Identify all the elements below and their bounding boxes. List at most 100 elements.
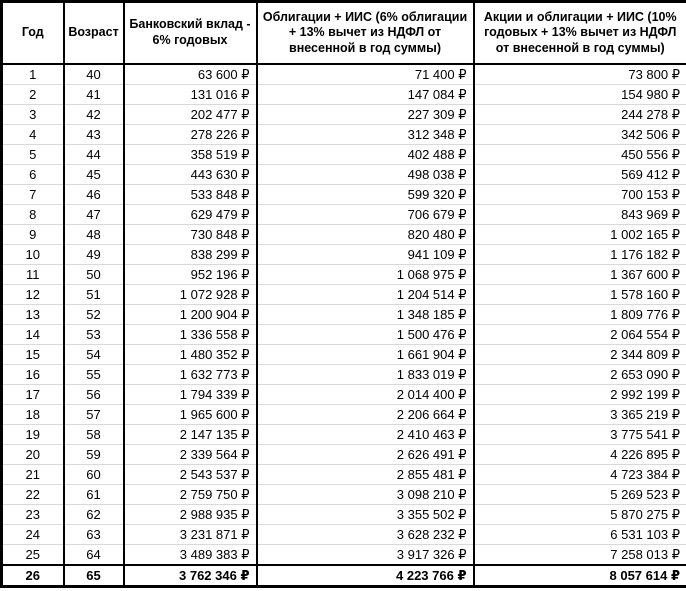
bank-deposit-cell: 1 965 600 ₽ [122,404,258,425]
table-row: 11 50 952 196 ₽1 068 975 ₽1 367 600 ₽ [0,264,686,285]
year-cell: 19 [0,424,65,445]
year-cell: 10 [0,244,65,265]
bank-deposit-cell: 3 231 871 ₽ [122,524,258,545]
column-header-age: Возраст [62,1,125,65]
bank-deposit-cell: 2 339 564 ₽ [122,444,258,465]
stocks-bonds-iis-cell: 4 226 895 ₽ [472,444,686,465]
year-cell: 17 [0,384,65,405]
stocks-bonds-iis-cell: 5 870 275 ₽ [472,504,686,525]
age-cell: 48 [62,224,125,245]
year-cell: 24 [0,524,65,545]
table-row: 23 62 2 988 935 ₽3 355 502 ₽5 870 275 ₽ [0,504,686,525]
year-cell: 26 [0,564,65,587]
year-cell: 6 [0,164,65,185]
stocks-bonds-iis-cell: 7 258 013 ₽ [472,544,686,565]
bank-deposit-cell: 730 848 ₽ [122,224,258,245]
stocks-bonds-iis-cell: 73 800 ₽ [472,63,686,85]
stocks-bonds-iis-cell: 700 153 ₽ [472,184,686,205]
stocks-bonds-iis-cell: 843 969 ₽ [472,204,686,225]
year-cell: 14 [0,324,65,345]
age-cell: 59 [62,444,125,465]
header-row: Год Возраст Банковский вклад - 6% годовы… [0,1,686,65]
bank-deposit-cell: 358 519 ₽ [122,144,258,165]
bank-deposit-cell: 2 988 935 ₽ [122,504,258,525]
table-row: 17 56 1 794 339 ₽2 014 400 ₽2 992 199 ₽ [0,384,686,405]
table-header: Год Возраст Банковский вклад - 6% годовы… [0,1,686,65]
table-row: 3 42 202 477 ₽227 309 ₽244 278 ₽ [0,104,686,125]
bonds-iis-cell: 71 400 ₽ [255,63,475,85]
table-row: 24 63 3 231 871 ₽3 628 232 ₽6 531 103 ₽ [0,524,686,545]
stocks-bonds-iis-cell: 450 556 ₽ [472,144,686,165]
bonds-iis-cell: 4 223 766 ₽ [255,564,475,587]
stocks-bonds-iis-cell: 3 775 541 ₽ [472,424,686,445]
year-cell: 16 [0,364,65,385]
bonds-iis-cell: 227 309 ₽ [255,104,475,125]
table-row: 9 48 730 848 ₽820 480 ₽1 002 165 ₽ [0,224,686,245]
bank-deposit-cell: 1 632 773 ₽ [122,364,258,385]
age-cell: 52 [62,304,125,325]
column-header-year: Год [0,1,65,65]
year-cell: 22 [0,484,65,505]
table-row: 21 60 2 543 537 ₽2 855 481 ₽4 723 384 ₽ [0,464,686,485]
age-cell: 49 [62,244,125,265]
year-cell: 8 [0,204,65,225]
bank-deposit-cell: 533 848 ₽ [122,184,258,205]
bonds-iis-cell: 2 410 463 ₽ [255,424,475,445]
bonds-iis-cell: 312 348 ₽ [255,124,475,145]
age-cell: 53 [62,324,125,345]
year-cell: 25 [0,544,65,565]
table-row: 15 54 1 480 352 ₽1 661 904 ₽2 344 809 ₽ [0,344,686,365]
year-cell: 18 [0,404,65,425]
stocks-bonds-iis-cell: 6 531 103 ₽ [472,524,686,545]
bonds-iis-cell: 1 833 019 ₽ [255,364,475,385]
bonds-iis-cell: 1 348 185 ₽ [255,304,475,325]
year-cell: 5 [0,144,65,165]
bank-deposit-cell: 443 630 ₽ [122,164,258,185]
table-row: 19 58 2 147 135 ₽2 410 463 ₽3 775 541 ₽ [0,424,686,445]
bonds-iis-cell: 2 626 491 ₽ [255,444,475,465]
year-cell: 7 [0,184,65,205]
age-cell: 58 [62,424,125,445]
bank-deposit-cell: 2 759 750 ₽ [122,484,258,505]
age-cell: 50 [62,264,125,285]
table-row: 5 44 358 519 ₽402 488 ₽450 556 ₽ [0,144,686,165]
stocks-bonds-iis-cell: 1 176 182 ₽ [472,244,686,265]
stocks-bonds-iis-cell: 2 344 809 ₽ [472,344,686,365]
bank-deposit-cell: 1 794 339 ₽ [122,384,258,405]
year-cell: 4 [0,124,65,145]
bonds-iis-cell: 2 206 664 ₽ [255,404,475,425]
year-cell: 13 [0,304,65,325]
age-cell: 41 [62,84,125,105]
bank-deposit-cell: 2 543 537 ₽ [122,464,258,485]
age-cell: 62 [62,504,125,525]
stocks-bonds-iis-cell: 3 365 219 ₽ [472,404,686,425]
stocks-bonds-iis-cell: 2 653 090 ₽ [472,364,686,385]
age-cell: 63 [62,524,125,545]
bank-deposit-cell: 1 336 558 ₽ [122,324,258,345]
age-cell: 65 [62,564,125,587]
bonds-iis-cell: 599 320 ₽ [255,184,475,205]
year-cell: 23 [0,504,65,525]
table-row: 2 41 131 016 ₽147 084 ₽154 980 ₽ [0,84,686,105]
year-cell: 20 [0,444,65,465]
table-row: 18 57 1 965 600 ₽2 206 664 ₽3 365 219 ₽ [0,404,686,425]
year-cell: 11 [0,264,65,285]
bank-deposit-cell: 838 299 ₽ [122,244,258,265]
bonds-iis-cell: 3 917 326 ₽ [255,544,475,565]
bank-deposit-cell: 278 226 ₽ [122,124,258,145]
stocks-bonds-iis-cell: 2 064 554 ₽ [472,324,686,345]
bank-deposit-cell: 952 196 ₽ [122,264,258,285]
table-row: 13 52 1 200 904 ₽1 348 185 ₽1 809 776 ₽ [0,304,686,325]
table-row: 14 53 1 336 558 ₽1 500 476 ₽2 064 554 ₽ [0,324,686,345]
bonds-iis-cell: 3 098 210 ₽ [255,484,475,505]
age-cell: 60 [62,464,125,485]
stocks-bonds-iis-cell: 8 057 614 ₽ [472,564,686,587]
age-cell: 55 [62,364,125,385]
age-cell: 42 [62,104,125,125]
age-cell: 54 [62,344,125,365]
bank-deposit-cell: 1 480 352 ₽ [122,344,258,365]
bonds-iis-cell: 820 480 ₽ [255,224,475,245]
bonds-iis-cell: 941 109 ₽ [255,244,475,265]
stocks-bonds-iis-cell: 569 412 ₽ [472,164,686,185]
table-row: 16 55 1 632 773 ₽1 833 019 ₽2 653 090 ₽ [0,364,686,385]
